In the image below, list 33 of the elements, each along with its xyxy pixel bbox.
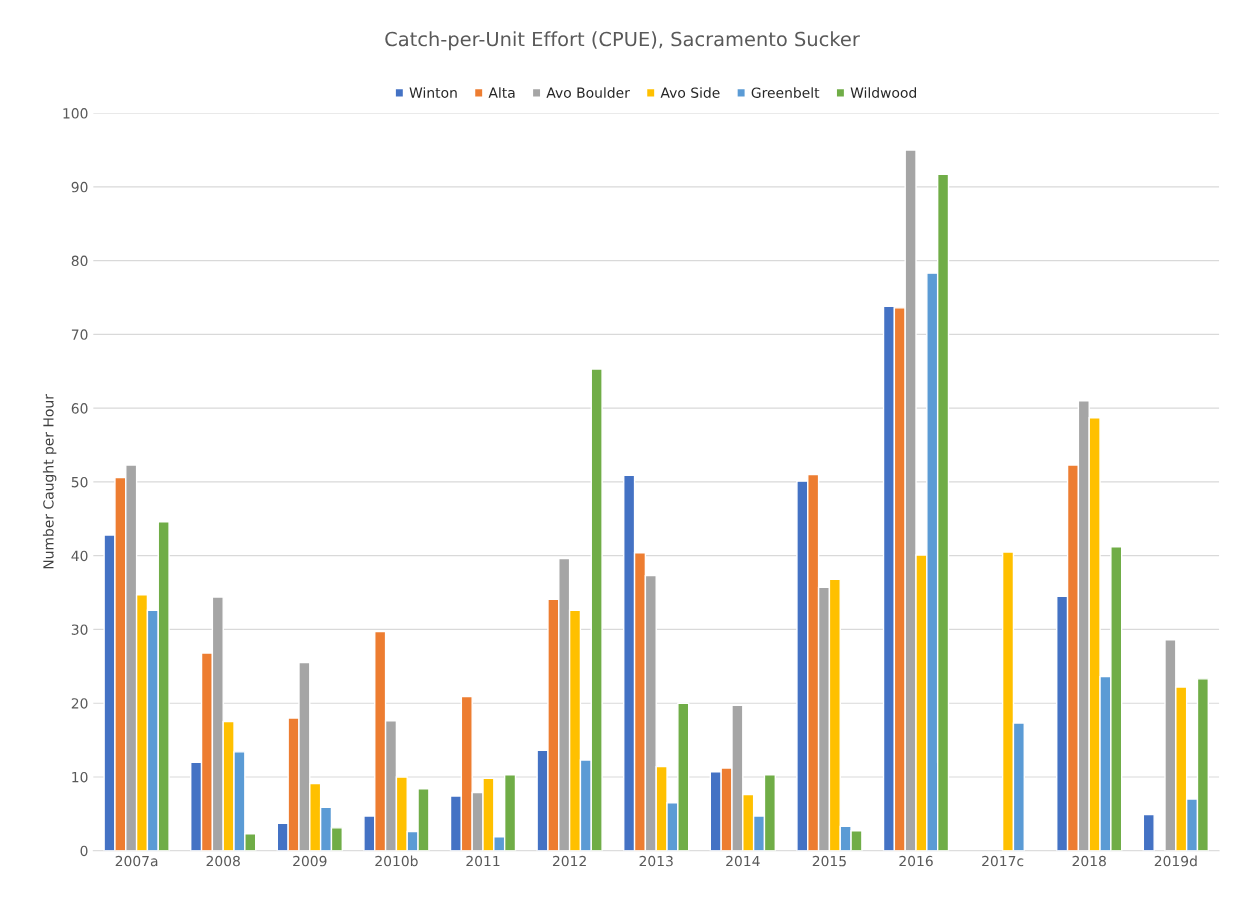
- y-tick-label: 10: [72, 771, 88, 783]
- legend-label: Wildwood: [850, 87, 916, 98]
- y-tick-label: 40: [71, 550, 88, 562]
- x-tick-label: 2016: [899, 855, 933, 867]
- y-tick-label: 50: [71, 476, 88, 488]
- x-tick-label: 2013: [639, 855, 673, 867]
- legend-label: Greenbelt: [751, 87, 820, 98]
- y-tick-label: 30: [71, 624, 88, 635]
- legend-label: Alta: [488, 87, 515, 98]
- x-tick-label: 2010b: [375, 855, 418, 867]
- chart-title: Catch-per-Unit Effort (CPUE), Sacramento Sucker: [385, 31, 860, 51]
- x-tick-label: 2009: [293, 855, 327, 867]
- x-tick-label: 2017c: [982, 855, 1024, 867]
- y-tick-label: 100: [63, 108, 88, 119]
- x-tick-label: 2014: [726, 855, 760, 867]
- x-tick-label: 2019d: [1154, 855, 1197, 867]
- x-tick-label: 2015: [812, 855, 846, 867]
- y-tick-label: 90: [71, 181, 88, 193]
- legend-label: Winton: [409, 87, 457, 98]
- x-tick-label: 2011: [466, 855, 500, 867]
- y-tick-label: 0: [80, 845, 88, 857]
- x-tick-label: 2008: [206, 855, 240, 867]
- y-tick-label: 70: [71, 329, 88, 340]
- legend-label: Avo Side: [660, 87, 720, 98]
- x-tick-label: 2012: [552, 855, 586, 867]
- y-tick-label: 60: [71, 403, 88, 414]
- x-tick-label: 2018: [1072, 855, 1106, 867]
- legend-label: Avo Boulder: [546, 87, 630, 98]
- y-axis-title: Number Caught per Hour: [42, 394, 57, 569]
- x-tick-label: 2007a: [115, 855, 158, 867]
- y-tick-label: 80: [71, 255, 88, 267]
- bar: [1142, 813, 1155, 851]
- y-tick-label: 20: [71, 698, 88, 709]
